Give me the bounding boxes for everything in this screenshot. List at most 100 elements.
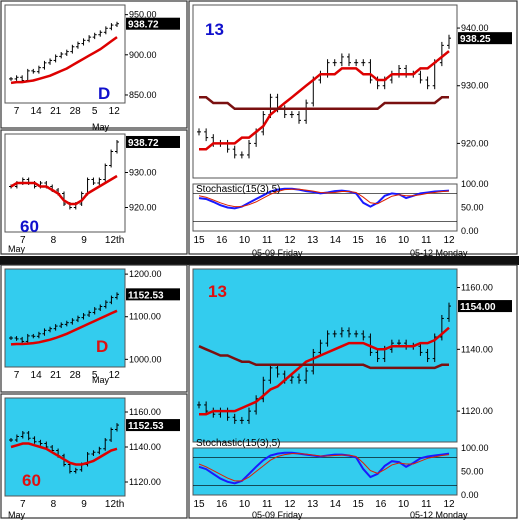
bottom-13min-price-tag: 1154.00 — [460, 302, 496, 313]
bottom-hourly-period-label: 60 — [22, 471, 41, 490]
top-13min-period-label: 13 — [205, 20, 224, 39]
top-daily-xtick-label: 28 — [70, 106, 82, 117]
bottom-hourly-xtick-label: 8 — [51, 499, 57, 510]
bottom-hourly-ytick-label: 1140.00 — [129, 442, 161, 452]
top-13min-xtick-label: 10 — [239, 235, 251, 246]
bottom-daily-ytick-label: 1100.00 — [129, 312, 161, 322]
top-13min-xtick-label: 16 — [375, 235, 387, 246]
bottom-13min-xtick-label: 11 — [421, 499, 432, 510]
bottom-13min-stoch-tick-label: 100.00 — [461, 443, 489, 453]
top-hourly-xtick-label: 12th — [105, 235, 124, 246]
top-date-right: 05-12 Monday — [410, 248, 468, 258]
top-13min-moving-average-1 — [199, 50, 450, 151]
top-13min-xtick-label: 14 — [330, 235, 342, 246]
bottom-date-left: 05-09 Friday — [252, 510, 303, 520]
bottom-13min-period-label: 13 — [208, 282, 227, 301]
bottom-13min-moving-average-1 — [199, 326, 450, 416]
bottom-daily-price-tag-box — [126, 288, 180, 301]
top-daily-period-label: D — [98, 84, 110, 103]
bottom-13min-xtick-label: 11 — [262, 499, 273, 510]
top-13min-price-tag-box — [458, 32, 512, 45]
top-hourly-period-label: 60 — [20, 217, 39, 236]
bottom-hourly-price-tag: 1152.53 — [128, 421, 164, 432]
bottom-daily-period-label: D — [96, 337, 108, 356]
top-13min-ytick-label: 930.00 — [461, 81, 489, 91]
bottom-hourly-frame — [0, 393, 188, 519]
bottom-daily-xtick-label: 12 — [109, 370, 121, 381]
top-daily-xtick-label: 7 — [14, 106, 20, 117]
top-13min-xtick-label: 10 — [398, 235, 410, 246]
bottom-13min-xtick-label: 12 — [443, 499, 455, 510]
bottom-13min-frame — [188, 264, 518, 519]
top-hourly-price-tag: 938.72 — [128, 138, 159, 149]
top-13min-ytick-label: 940.00 — [461, 23, 489, 33]
top-13min-xtick-label: 12 — [443, 235, 455, 246]
bottom-daily-xtick-label: 14 — [31, 370, 43, 381]
bottom-13min-moving-average-2 — [198, 345, 449, 370]
top-daily-ytick-label: 950.00 — [129, 10, 157, 20]
top-date-left: 05-09 Friday — [252, 248, 303, 258]
bottom-hourly-moving-average-1 — [10, 442, 118, 466]
bottom-13min-xtick-label: 10 — [239, 499, 251, 510]
bottom-13min-plot-area — [192, 268, 458, 443]
bottom-hourly-ytick-label: 1160.00 — [129, 407, 161, 417]
bottom-13min-price-tag-box — [458, 300, 512, 313]
bottom-daily-month-label: May — [92, 375, 110, 385]
bottom-13min-xtick-label: 14 — [330, 499, 342, 510]
top-13min-xtick-label: 12 — [284, 235, 296, 246]
top-daily-frame — [0, 0, 188, 129]
top-daily-moving-average-1 — [10, 36, 118, 85]
top-hourly-xtick-label: 7 — [20, 235, 26, 246]
bottom-13min-ytick-label: 1140.00 — [461, 344, 493, 354]
top-13min-xtick-label: 15 — [353, 235, 365, 246]
top-13min-stoch-line-2 — [198, 188, 450, 208]
bottom-daily-ytick-label: 1000.00 — [129, 354, 162, 364]
top-13min-ytick-label: 920.00 — [461, 138, 489, 148]
top-hourly-frame — [0, 129, 188, 255]
top-daily-xtick-label: 14 — [31, 106, 43, 117]
bottom-13min-xtick-label: 10 — [398, 499, 410, 510]
bottom-daily-xtick-label: 7 — [14, 370, 20, 381]
top-daily-price-tag-box — [126, 17, 180, 30]
top-hourly-moving-average-1 — [10, 174, 118, 206]
top-13min-moving-average-2 — [199, 96, 449, 111]
bottom-daily-ytick-label: 1200.00 — [129, 269, 162, 279]
bottom-13min-xtick-label: 15 — [193, 499, 205, 510]
top-13min-stoch-tick-label: 50.00 — [461, 203, 484, 213]
top-hourly-ytick-label: 930.00 — [129, 168, 157, 178]
bottom-13min-xtick-label: 13 — [307, 499, 319, 510]
top-13min-xtick-label: 13 — [307, 235, 319, 246]
bottom-13min-stoch-line-2 — [198, 453, 450, 482]
top-13min-xtick-label: 11 — [421, 235, 432, 246]
bottom-13min-xtick-label: 16 — [216, 499, 228, 510]
top-daily-ytick-label: 900.00 — [129, 50, 157, 60]
bottom-daily-price-tag: 1152.53 — [128, 290, 164, 301]
bottom-13min-xtick-label: 12 — [284, 499, 296, 510]
top-daily-ytick-label: 850.00 — [129, 90, 157, 100]
top-daily-price-tag: 938.72 — [128, 20, 159, 31]
bottom-daily-frame — [0, 264, 188, 393]
top-daily-xtick-label: 21 — [50, 106, 62, 117]
top-13min-stoch-tick-label: 0.00 — [461, 226, 479, 236]
bottom-13min-xtick-label: 16 — [375, 499, 387, 510]
top-13min-xtick-label: 15 — [193, 235, 205, 246]
bottom-daily-xtick-label: 21 — [50, 370, 62, 381]
bottom-hourly-price-tag-box — [126, 419, 180, 432]
bottom-hourly-month-label: May — [8, 510, 26, 520]
top-13min-xtick-label: 11 — [262, 235, 273, 246]
section-divider — [0, 256, 519, 265]
bottom-daily-xtick-label: 28 — [70, 370, 82, 381]
bottom-13min-stoch-tick-label: 0.00 — [461, 490, 479, 500]
top-13min-plot-area — [192, 4, 458, 179]
bottom-daily-plot-area — [4, 268, 126, 368]
top-daily-xtick-label: 12 — [109, 106, 121, 117]
bottom-stoch-title: Stochastic(15(3),5) — [196, 438, 280, 449]
top-hourly-price-tag-box — [126, 135, 180, 148]
bottom-13min-ytick-label: 1160.00 — [461, 283, 493, 293]
top-13min-price-tag: 938.25 — [460, 34, 491, 45]
bottom-date-right: 05-12 Monday — [410, 510, 468, 520]
bottom-hourly-xtick-label: 12th — [105, 499, 124, 510]
top-daily-month-label: May — [92, 122, 110, 132]
bottom-13min-xtick-label: 15 — [353, 499, 365, 510]
